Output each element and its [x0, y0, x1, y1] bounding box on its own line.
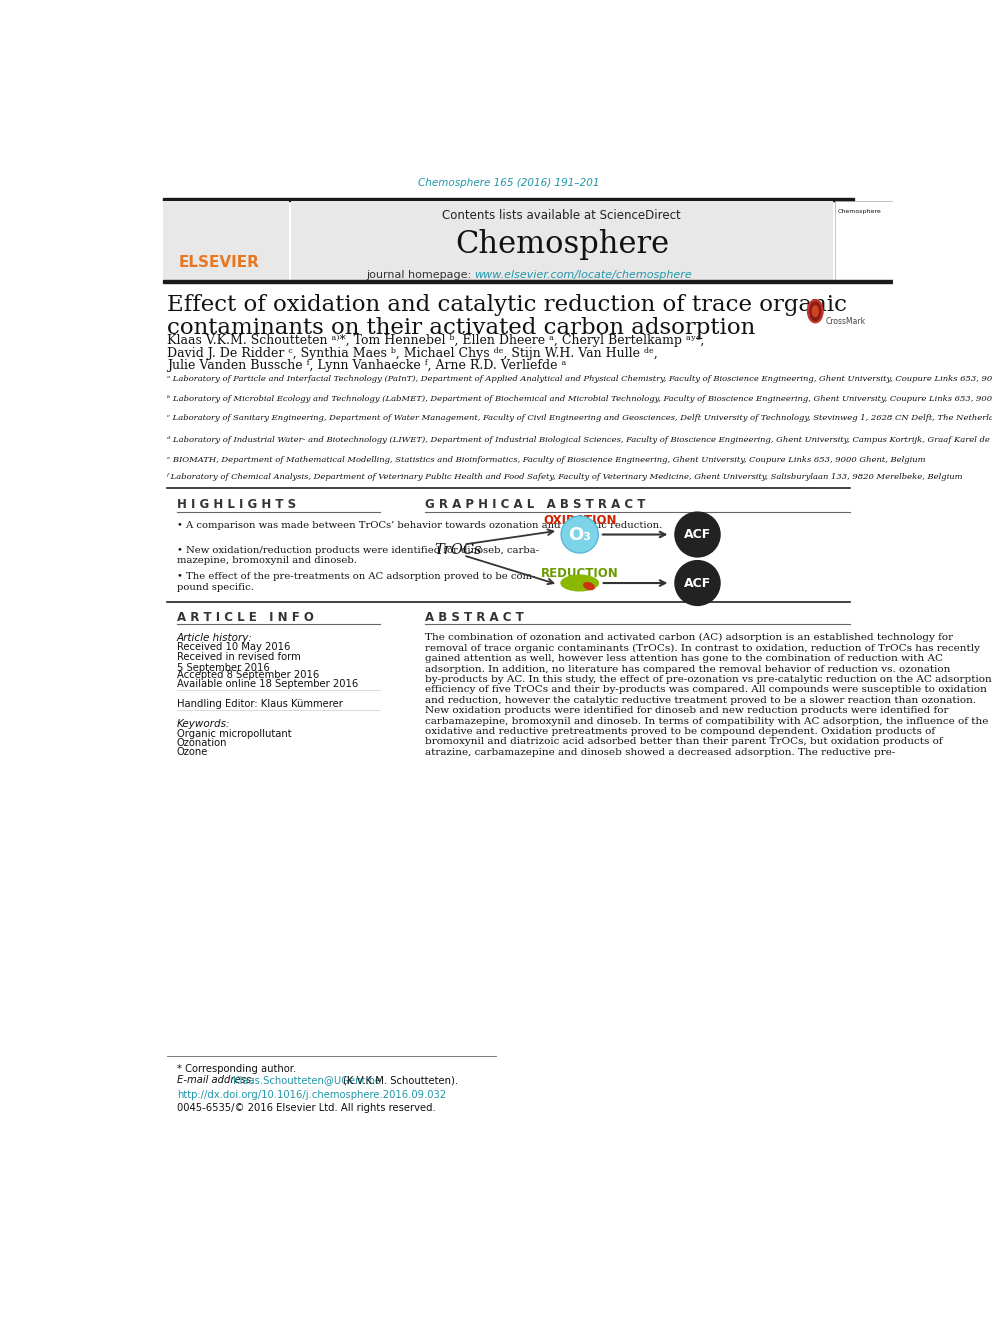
Text: REDUCTION: REDUCTION — [541, 566, 619, 579]
Text: ᵉ BIOMATH, Department of Mathematical Modelling, Statistics and Bioinformatics, : ᵉ BIOMATH, Department of Mathematical Mo… — [167, 456, 926, 464]
Text: ᶠ Laboratory of Chemical Analysis, Department of Veterinary Public Health and Fo: ᶠ Laboratory of Chemical Analysis, Depar… — [167, 472, 963, 482]
Ellipse shape — [812, 306, 818, 316]
Text: contaminants on their activated carbon adsorption: contaminants on their activated carbon a… — [167, 316, 755, 339]
Text: TrOCs: TrOCs — [434, 542, 481, 557]
Text: Keywords:: Keywords: — [177, 720, 230, 729]
Bar — [291, 201, 833, 280]
Text: Chemosphere 165 (2016) 191–201: Chemosphere 165 (2016) 191–201 — [418, 179, 599, 188]
Text: Chemosphere: Chemosphere — [838, 209, 882, 214]
Text: • A comparison was made between TrOCs’ behavior towards ozonation and catalytic : • A comparison was made between TrOCs’ b… — [177, 521, 662, 531]
Text: ACF: ACF — [683, 577, 711, 590]
Bar — [163, 198, 854, 201]
Text: http://dx.doi.org/10.1016/j.chemosphere.2016.09.032: http://dx.doi.org/10.1016/j.chemosphere.… — [177, 1090, 445, 1101]
Text: Contents lists available at ScienceDirect: Contents lists available at ScienceDirec… — [442, 209, 682, 222]
Text: ELSEVIER: ELSEVIER — [179, 255, 259, 270]
Ellipse shape — [583, 582, 595, 590]
Text: Available online 18 September 2016: Available online 18 September 2016 — [177, 679, 358, 689]
Bar — [163, 279, 893, 283]
Text: Organic micropollutant: Organic micropollutant — [177, 729, 292, 738]
Bar — [835, 201, 893, 280]
Text: ACF: ACF — [683, 528, 711, 541]
Circle shape — [675, 512, 721, 557]
Text: Ozonation: Ozonation — [177, 738, 227, 747]
Text: Accepted 8 September 2016: Accepted 8 September 2016 — [177, 669, 319, 680]
Text: • New oxidation/reduction products were identified for dinoseb, carba-
mazepine,: • New oxidation/reduction products were … — [177, 546, 539, 565]
Text: Received in revised form
5 September 2016: Received in revised form 5 September 201… — [177, 651, 301, 673]
Ellipse shape — [807, 300, 823, 323]
Text: H I G H L I G H T S: H I G H L I G H T S — [177, 499, 296, 511]
Text: The combination of ozonation and activated carbon (AC) adsorption is an establis: The combination of ozonation and activat… — [425, 634, 991, 757]
Text: ᶜ Laboratory of Sanitary Engineering, Department of Water Management, Faculty of: ᶜ Laboratory of Sanitary Engineering, De… — [167, 414, 992, 422]
Text: ᵇ Laboratory of Microbial Ecology and Technology (LabMET), Department of Biochem: ᵇ Laboratory of Microbial Ecology and Te… — [167, 396, 992, 404]
Text: A R T I C L E   I N F O: A R T I C L E I N F O — [177, 611, 313, 623]
Text: O₃: O₃ — [568, 525, 591, 544]
Text: CrossMark: CrossMark — [825, 316, 865, 325]
Circle shape — [675, 560, 721, 606]
Text: journal homepage:: journal homepage: — [366, 270, 471, 280]
Text: 0045-6535/© 2016 Elsevier Ltd. All rights reserved.: 0045-6535/© 2016 Elsevier Ltd. All right… — [177, 1103, 435, 1113]
Circle shape — [561, 516, 598, 553]
Text: Chemosphere: Chemosphere — [454, 229, 669, 259]
Ellipse shape — [560, 574, 599, 591]
Bar — [163, 201, 289, 280]
Text: ᵈ Laboratory of Industrial Water- and Biotechnology (LIWET), Department of Indus: ᵈ Laboratory of Industrial Water- and Bi… — [167, 437, 992, 445]
Text: Julie Vanden Bussche ᶠ, Lynn Vanhaecke ᶠ, Arne R.D. Verliefde ᵃ: Julie Vanden Bussche ᶠ, Lynn Vanhaecke ᶠ… — [167, 359, 566, 372]
Text: (K.V.K.M. Schoutteten).: (K.V.K.M. Schoutteten). — [342, 1076, 457, 1085]
Text: www.elsevier.com/locate/chemosphere: www.elsevier.com/locate/chemosphere — [474, 270, 692, 280]
Text: A B S T R A C T: A B S T R A C T — [425, 611, 524, 623]
Text: Klaas.Schoutteten@UGent.be: Klaas.Schoutteten@UGent.be — [232, 1076, 381, 1085]
Text: David J. De Ridder ᶜ, Synthia Maes ᵇ, Michael Chys ᵈᵉ, Stijn W.H. Van Hulle ᵈᵉ,: David J. De Ridder ᶜ, Synthia Maes ᵇ, Mi… — [167, 347, 658, 360]
Text: Handling Editor: Klaus Kümmerer: Handling Editor: Klaus Kümmerer — [177, 700, 342, 709]
Text: • The effect of the pre-treatments on AC adsorption proved to be com-
pound spec: • The effect of the pre-treatments on AC… — [177, 573, 535, 591]
Text: OXIDATION: OXIDATION — [543, 513, 616, 527]
Ellipse shape — [809, 302, 820, 320]
Text: Article history:: Article history: — [177, 634, 253, 643]
Text: Klaas V.K.M. Schoutteten ᵃ⁾*, Tom Hennebel ᵇ, Ellen Dheere ᵃ, Cheryl Bertelkamp : Klaas V.K.M. Schoutteten ᵃ⁾*, Tom Henneb… — [167, 335, 704, 348]
Text: Effect of oxidation and catalytic reduction of trace organic: Effect of oxidation and catalytic reduct… — [167, 294, 846, 315]
Text: E-mail address:: E-mail address: — [177, 1076, 254, 1085]
Text: G R A P H I C A L   A B S T R A C T: G R A P H I C A L A B S T R A C T — [425, 499, 645, 511]
Text: Ozone: Ozone — [177, 747, 208, 757]
Text: * Corresponding author.: * Corresponding author. — [177, 1064, 296, 1074]
Text: Received 10 May 2016: Received 10 May 2016 — [177, 643, 290, 652]
Text: ᵃ Laboratory of Particle and Interfacial Technology (PaInT), Department of Appli: ᵃ Laboratory of Particle and Interfacial… — [167, 376, 992, 384]
